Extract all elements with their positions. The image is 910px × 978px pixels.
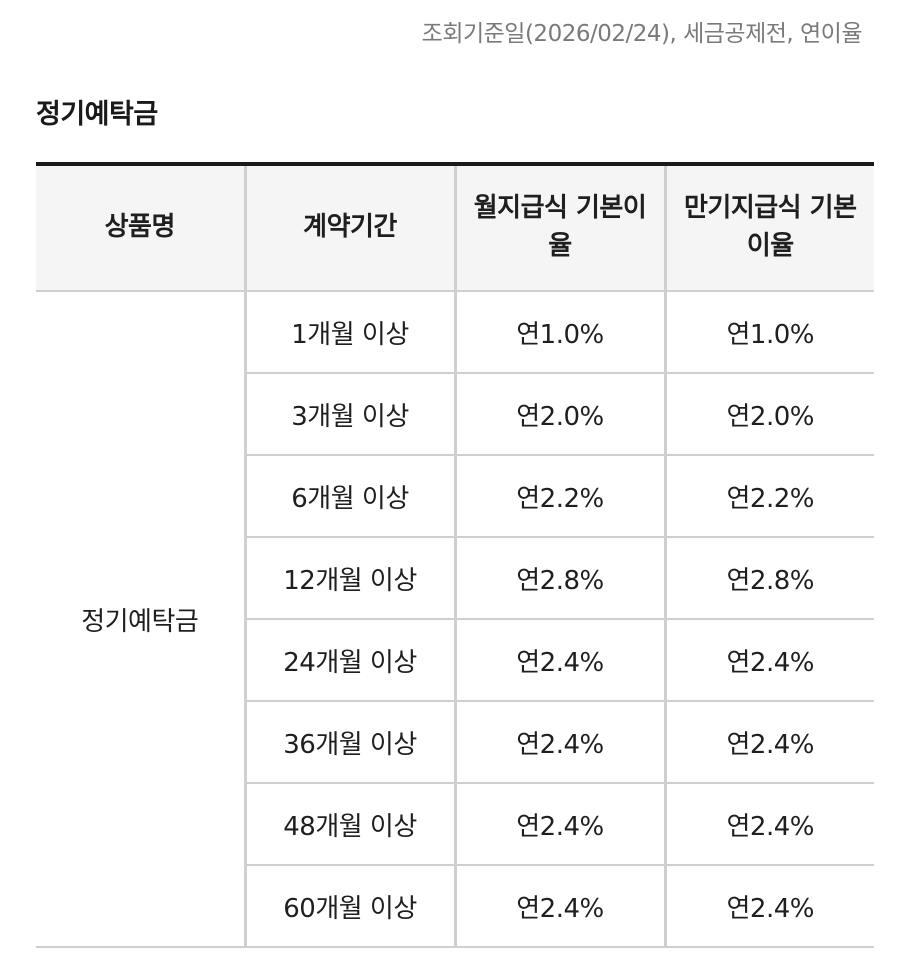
table-row: 12개월 이상 연2.8% 연2.8%: [36, 537, 874, 620]
table-header-row: 상품명 계약기간 월지급식 기본이율 만기지급식 기본이율: [36, 164, 874, 292]
monthly-rate-cell: 연2.4%: [453, 783, 665, 866]
table-row: 3개월 이상 연2.0% 연2.0%: [36, 373, 874, 456]
monthly-rate-cell: 연2.4%: [453, 619, 665, 702]
maturity-rate-cell: 연2.0%: [663, 373, 874, 456]
table-row: 정기예탁금 1개월 이상 연1.0% 연1.0%: [36, 291, 874, 948]
period-cell: 6개월 이상: [243, 455, 455, 538]
header-maturity-rate: 만기지급식 기본이율: [663, 164, 874, 292]
table-row: 60개월 이상 연2.4% 연2.4%: [36, 865, 874, 948]
period-cell: 36개월 이상: [243, 701, 455, 784]
period-cell: 3개월 이상: [243, 373, 455, 456]
monthly-rate-cell: 연2.4%: [453, 701, 665, 784]
header-monthly-rate: 월지급식 기본이율: [453, 164, 665, 292]
table-row: 36개월 이상 연2.4% 연2.4%: [36, 701, 874, 784]
monthly-rate-cell: 연2.2%: [453, 455, 665, 538]
section-title: 정기예탁금: [36, 99, 158, 130]
monthly-rate-cell: 연2.4%: [453, 865, 665, 948]
table-row: 6개월 이상 연2.2% 연2.2%: [36, 455, 874, 538]
product-name-cell: 정기예탁금: [36, 291, 245, 948]
period-cell: 48개월 이상: [243, 783, 455, 866]
maturity-rate-cell: 연2.4%: [663, 701, 874, 784]
period-cell: 60개월 이상: [243, 865, 455, 948]
period-cell: 24개월 이상: [243, 619, 455, 702]
maturity-rate-cell: 연2.2%: [663, 455, 874, 538]
monthly-rate-cell: 연2.0%: [453, 373, 665, 456]
header-contract-period: 계약기간: [243, 164, 455, 292]
maturity-rate-cell: 연2.8%: [663, 537, 874, 620]
interest-rate-table: 상품명 계약기간 월지급식 기본이율 만기지급식 기본이율 정기예탁금 1개월 …: [36, 162, 874, 948]
period-cell: 12개월 이상: [243, 537, 455, 620]
reference-date-note: 조회기준일(2026/02/24), 세금공제전, 연이율: [421, 21, 863, 47]
header-product-name: 상품명: [36, 164, 245, 292]
period-cell: 1개월 이상: [243, 291, 455, 374]
maturity-rate-cell: 연2.4%: [663, 865, 874, 948]
table-row: 48개월 이상 연2.4% 연2.4%: [36, 783, 874, 866]
maturity-rate-cell: 연1.0%: [663, 291, 874, 374]
maturity-rate-cell: 연2.4%: [663, 783, 874, 866]
monthly-rate-cell: 연1.0%: [453, 291, 665, 374]
maturity-rate-cell: 연2.4%: [663, 619, 874, 702]
monthly-rate-cell: 연2.8%: [453, 537, 665, 620]
table-row: 24개월 이상 연2.4% 연2.4%: [36, 619, 874, 702]
